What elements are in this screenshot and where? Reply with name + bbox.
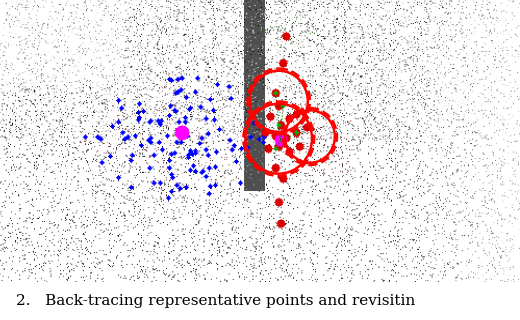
Text: 2.   Back-tracing representative points and revisitin: 2. Back-tracing representative points an… — [16, 294, 415, 308]
